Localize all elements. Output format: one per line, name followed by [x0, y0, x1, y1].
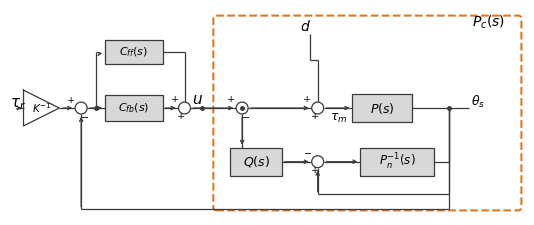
- Bar: [352, 94, 412, 122]
- Bar: [230, 148, 282, 176]
- Text: $\tau_r$: $\tau_r$: [10, 96, 26, 112]
- Text: +: +: [67, 96, 75, 105]
- Text: $-$: $-$: [241, 112, 250, 122]
- Circle shape: [236, 102, 248, 114]
- Text: +: +: [303, 94, 311, 104]
- Text: $-$: $-$: [80, 112, 89, 122]
- Text: $d$: $d$: [300, 19, 311, 34]
- Text: +: +: [227, 94, 235, 104]
- Bar: [360, 148, 434, 176]
- Text: $P_n^{-1}(s)$: $P_n^{-1}(s)$: [379, 152, 415, 172]
- Text: $u$: $u$: [192, 93, 203, 107]
- Text: $\theta_s$: $\theta_s$: [471, 94, 485, 110]
- Text: $K^{-1}$: $K^{-1}$: [32, 101, 51, 115]
- Text: $P(s)$: $P(s)$: [370, 101, 395, 115]
- Text: $P_c(s)$: $P_c(s)$: [472, 14, 505, 31]
- Text: $\tau_m$: $\tau_m$: [329, 111, 347, 124]
- Bar: [105, 95, 163, 121]
- Text: $Q(s)$: $Q(s)$: [242, 154, 270, 169]
- Text: $C_{ff}(s)$: $C_{ff}(s)$: [119, 46, 148, 59]
- Text: $-$: $-$: [303, 148, 312, 157]
- Text: +: +: [311, 112, 319, 122]
- Text: +: +: [170, 94, 179, 104]
- Text: +: +: [177, 112, 186, 122]
- Circle shape: [75, 102, 87, 114]
- Text: $C_{fb}(s)$: $C_{fb}(s)$: [118, 101, 150, 115]
- Text: +: +: [311, 166, 319, 175]
- Circle shape: [178, 102, 191, 114]
- Bar: [105, 40, 163, 64]
- Circle shape: [312, 156, 324, 168]
- Circle shape: [312, 102, 324, 114]
